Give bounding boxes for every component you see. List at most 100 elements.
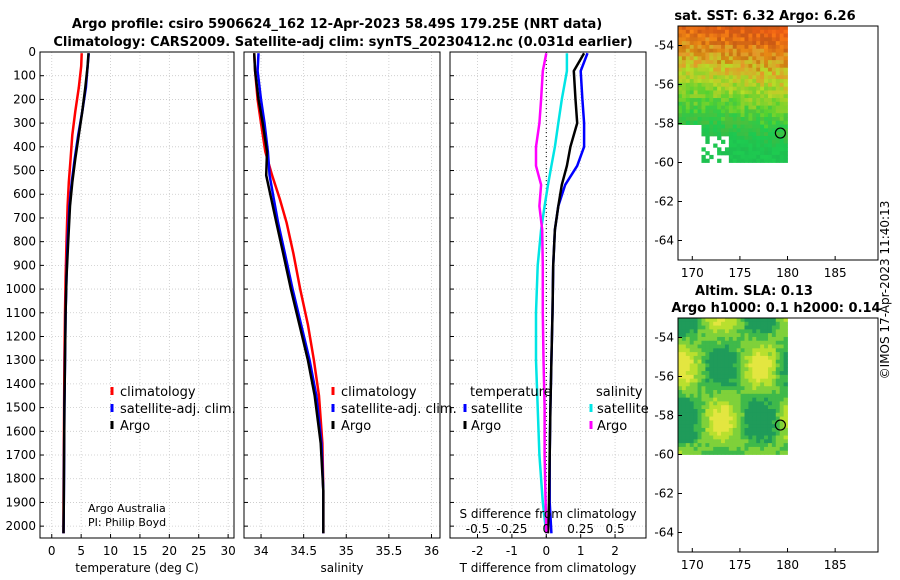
sst-map-cell: [681, 120, 687, 125]
sst-map-cell: [779, 117, 785, 122]
sla-map-cell: [724, 367, 730, 372]
sst-map-cell: [713, 60, 718, 65]
sla-map-cell: [705, 443, 710, 448]
sst-map-cell: [764, 147, 769, 152]
sst-map-cell: [685, 56, 691, 61]
salinity-xlabel: salinity: [320, 561, 363, 575]
sla-map-cell: [681, 443, 687, 448]
sla-map-cell: [681, 405, 687, 410]
sla-map-cell: [752, 355, 757, 361]
sst-map-cell: [678, 52, 683, 57]
sst-map-cell: [681, 98, 687, 103]
sla-map-ytick-label: -58: [654, 409, 674, 423]
sla-map-cell: [717, 344, 722, 349]
sla-map-cell: [693, 348, 698, 353]
sla-map-cell: [760, 420, 765, 425]
sst-map-cell: [697, 48, 702, 53]
sst-map-cell: [775, 44, 781, 50]
sst-map-cell: [693, 29, 698, 34]
sla-map-cell: [701, 318, 706, 323]
sst-map-frame: [677, 25, 879, 261]
sst-map-cell: [744, 82, 749, 88]
sla-map-cell: [732, 344, 738, 349]
sla-map-cell: [717, 333, 722, 338]
sla-map-cell: [748, 329, 753, 334]
sla-map-cell: [767, 405, 773, 410]
sst-map-cell: [779, 158, 785, 163]
sla-map-cell: [783, 386, 788, 391]
sst-map-cell: [771, 120, 777, 125]
sst-map-cell: [740, 101, 745, 107]
sst-map-cell: [740, 154, 745, 160]
sla-map-cell: [701, 386, 706, 391]
sla-map-cell: [764, 321, 769, 326]
difference-xtick-label: -1: [506, 544, 518, 558]
sla-map-cell: [724, 386, 730, 391]
sla-map-cell: [721, 450, 726, 455]
sla-map-cell: [783, 401, 788, 406]
sla-map-cell: [678, 397, 683, 402]
sla-map-cell: [760, 344, 765, 349]
sla-map-cell: [693, 321, 698, 326]
sst-map-cell: [760, 158, 765, 163]
sst-map-cell: [678, 79, 683, 84]
sla-map-cell: [775, 336, 781, 342]
sst-map-cell: [678, 113, 683, 118]
sla-map-cell: [771, 443, 777, 448]
sla-map-cell: [705, 355, 710, 361]
sst-map-cell: [764, 113, 769, 118]
sla-map-cell: [732, 435, 738, 440]
sst-map-cell: [713, 86, 718, 91]
salinity-legend-label: climatology: [341, 385, 417, 400]
sst-map-cell: [752, 143, 757, 148]
sst-map-cell: [681, 113, 687, 118]
sst-map-cell: [701, 29, 706, 34]
sst-map-cell: [732, 41, 738, 46]
sst-map-cell: [760, 139, 765, 144]
sst-map-cell: [744, 154, 749, 160]
sla-map-cell: [705, 336, 710, 342]
sla-map-cell: [713, 427, 718, 433]
sst-map-cell: [752, 56, 757, 61]
sst-map-cell: [732, 90, 738, 95]
sst-map-cell: [685, 52, 691, 57]
sst-map-cell: [709, 52, 714, 57]
sla-map-cell: [685, 348, 691, 353]
sla-map-cell: [717, 386, 722, 391]
sla-map-cell: [779, 420, 785, 425]
sst-map-cell: [756, 82, 761, 88]
sla-map-cell: [779, 386, 785, 391]
sla-map-cell: [760, 435, 765, 440]
sla-map-cell: [760, 450, 765, 455]
sla-map-cell: [748, 374, 753, 380]
sst-map-cell: [724, 29, 730, 34]
depth-tick-label: 500: [13, 164, 36, 178]
sst-map-cell: [721, 63, 726, 69]
sst-map-cell: [713, 82, 718, 88]
sst-map-cell: [760, 63, 765, 69]
sla-map-cell: [693, 412, 698, 417]
sla-map-cell: [783, 446, 788, 452]
sla-map-cell: [721, 333, 726, 338]
sla-map-cell: [756, 336, 761, 342]
sst-map-cell: [771, 56, 777, 61]
sla-map-cell: [783, 439, 788, 444]
sla-map-cell: [783, 318, 788, 323]
sla-map-cell: [748, 446, 753, 452]
sla-map-cell: [697, 359, 702, 364]
depth-tick-label: 300: [13, 116, 36, 130]
sla-map-cell: [724, 382, 730, 387]
sst-map-cell: [760, 52, 765, 57]
sla-map-cell: [728, 321, 734, 326]
sst-map-cell: [697, 79, 702, 84]
sla-map-cell: [689, 393, 695, 399]
sst-map-cell: [779, 120, 785, 125]
sst-map-cell: [748, 158, 753, 163]
sst-map-cell: [685, 113, 691, 118]
sla-map-cell: [748, 371, 753, 376]
sla-map-cell: [760, 348, 765, 353]
sla-map-cell: [775, 344, 781, 349]
sla-map-cell: [697, 427, 702, 433]
sla-map-cell: [693, 416, 698, 421]
sla-map-cell: [771, 409, 777, 414]
